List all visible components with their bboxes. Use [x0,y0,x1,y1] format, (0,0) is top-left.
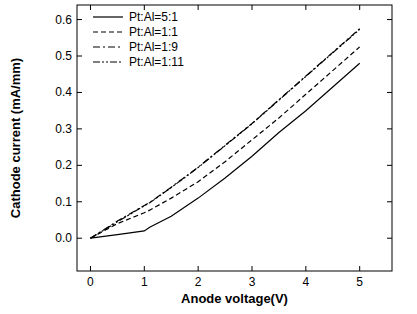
series-group [90,29,359,239]
legend-swatch [93,31,123,32]
y-tick [77,128,82,129]
plot-frame [77,5,392,271]
y-tick-label: 0.6 [55,13,72,27]
x-tick-label: 3 [249,275,256,289]
y-tick-label: 0.5 [55,49,72,63]
y-tick-right [387,128,392,129]
x-tick-top [90,5,91,10]
series-line [90,63,359,238]
x-tick [144,266,145,271]
x-tick-label: 2 [195,275,202,289]
y-tick-right [387,165,392,166]
y-tick-label: 0.0 [55,231,72,245]
y-tick-label: 0.3 [55,122,72,136]
x-tick [252,266,253,271]
legend-swatch [93,46,123,47]
x-tick-label: 5 [356,275,363,289]
x-tick [90,266,91,271]
legend-swatch [93,16,123,17]
x-tick-label: 4 [303,275,310,289]
series-line [90,29,359,239]
legend-label: Pt:Al=1:11 [129,55,184,69]
legend-label: Pt:Al=1:1 [129,25,178,39]
legend: Pt:Al=5:1Pt:Al=1:1Pt:Al=1:9Pt:Al=1:11 [93,10,184,69]
y-tick [77,19,82,20]
y-tick-right [387,19,392,20]
x-tick-top [305,5,306,10]
x-tick [305,266,306,271]
y-tick-label: 0.1 [55,195,72,209]
x-tick-top [359,5,360,10]
y-tick [77,56,82,57]
y-tick-label: 0.2 [55,158,72,172]
x-tick-label: 0 [87,275,94,289]
legend-swatch [93,61,123,62]
x-tick [198,266,199,271]
y-tick [77,201,82,202]
legend-label: Pt:Al=1:9 [129,40,178,54]
series-line [90,29,359,238]
x-axis-label: Anode voltage(V) [181,291,288,306]
y-tick-right [387,56,392,57]
legend-label: Pt:Al=5:1 [129,10,178,24]
y-axis-label: Cathode current (mA/mm) [8,58,23,218]
y-tick [77,165,82,166]
y-tick-right [387,92,392,93]
y-tick-label: 0.4 [55,85,72,99]
series-line [90,47,359,238]
y-tick-right [387,238,392,239]
x-tick-top [198,5,199,10]
y-tick [77,238,82,239]
x-tick [359,266,360,271]
x-tick-label: 1 [141,275,148,289]
y-tick-right [387,201,392,202]
x-tick-top [252,5,253,10]
chart: 0 1 2 3 4 5 0.0 0.1 0.2 0.3 0.4 0.5 0.6 Anode voltage… [0,0,417,314]
y-tick [77,92,82,93]
